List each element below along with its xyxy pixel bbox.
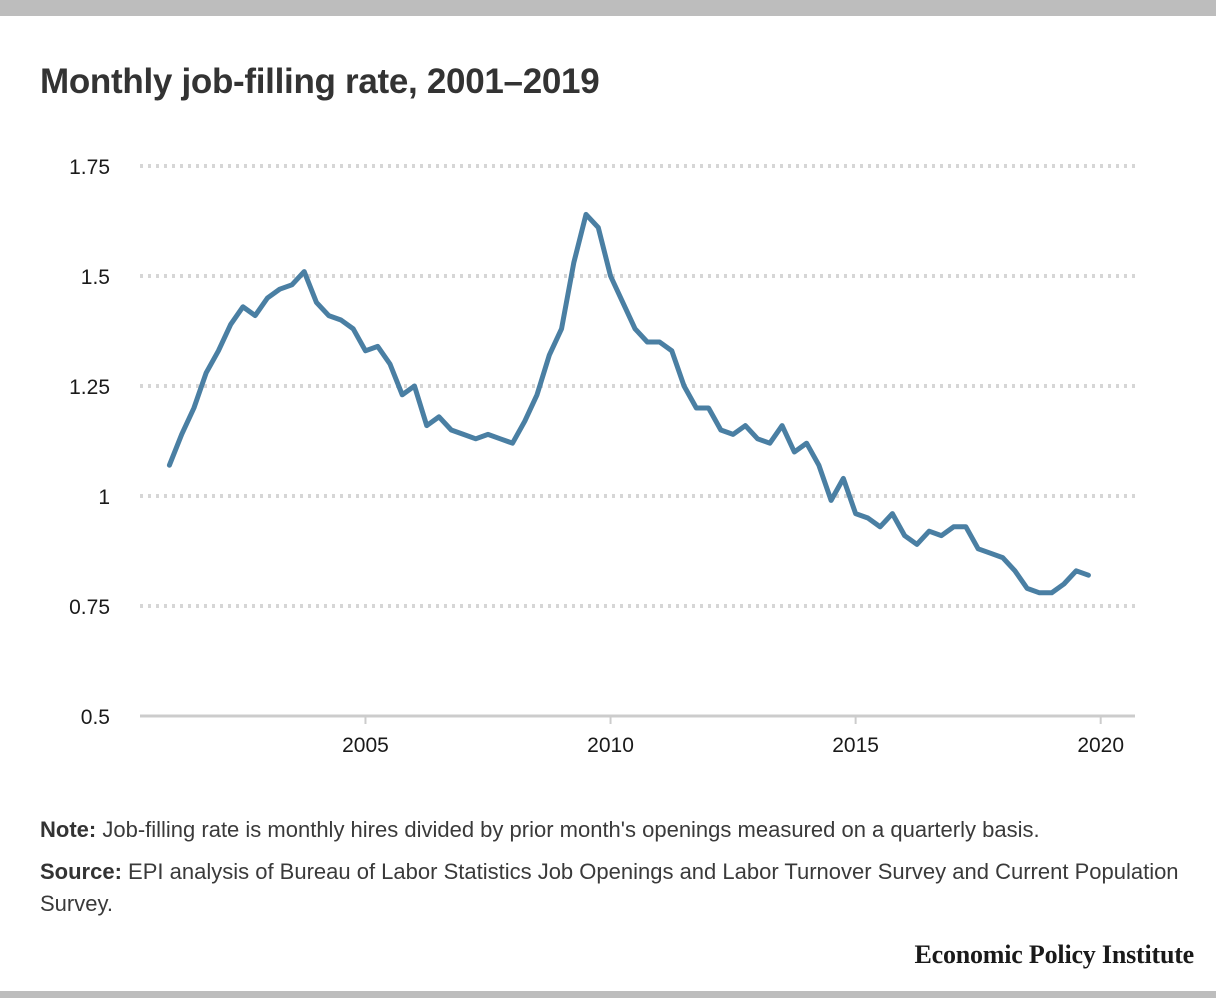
- x-tick-label: 2010: [587, 734, 634, 757]
- source-label: Source:: [40, 859, 122, 884]
- y-tick-label: 1: [98, 486, 110, 509]
- brand-logo-text: Economic Policy Institute: [914, 940, 1194, 969]
- y-axis-ticks: 0.5 0.75 1 1.25 1.5 1.75: [69, 156, 110, 729]
- y-tick-label: 1.75: [69, 156, 110, 179]
- note-text: Job-filling rate is monthly hires divide…: [102, 817, 1040, 842]
- x-tick-label: 2015: [832, 734, 879, 757]
- x-axis-ticks: 2005 2010 2015 2020: [342, 716, 1124, 757]
- chart-notes: Note: Job-filling rate is monthly hires …: [40, 814, 1190, 930]
- note-label: Note:: [40, 817, 97, 842]
- y-tick-label: 1.5: [81, 266, 110, 289]
- y-tick-label: 0.75: [69, 596, 110, 619]
- chart-title: Monthly job-filling rate, 2001–2019: [40, 62, 600, 101]
- top-border-bar: [0, 0, 1216, 16]
- x-tick-label: 2020: [1077, 734, 1124, 757]
- series-line: [166, 211, 1091, 596]
- source-line: Source: EPI analysis of Bureau of Labor …: [40, 856, 1190, 920]
- y-tick-label: 1.25: [69, 376, 110, 399]
- gridlines: [140, 164, 1135, 718]
- note-line: Note: Job-filling rate is monthly hires …: [40, 814, 1190, 846]
- series-layer: [166, 211, 1091, 596]
- source-text: EPI analysis of Bureau of Labor Statisti…: [40, 859, 1179, 916]
- y-tick-label: 0.5: [81, 706, 110, 729]
- bottom-border-bar: [0, 991, 1216, 998]
- line-chart: 0.5 0.75 1 1.25 1.5 1.75 2005 2010 2015 2020: [69, 156, 1135, 757]
- x-tick-label: 2005: [342, 734, 389, 757]
